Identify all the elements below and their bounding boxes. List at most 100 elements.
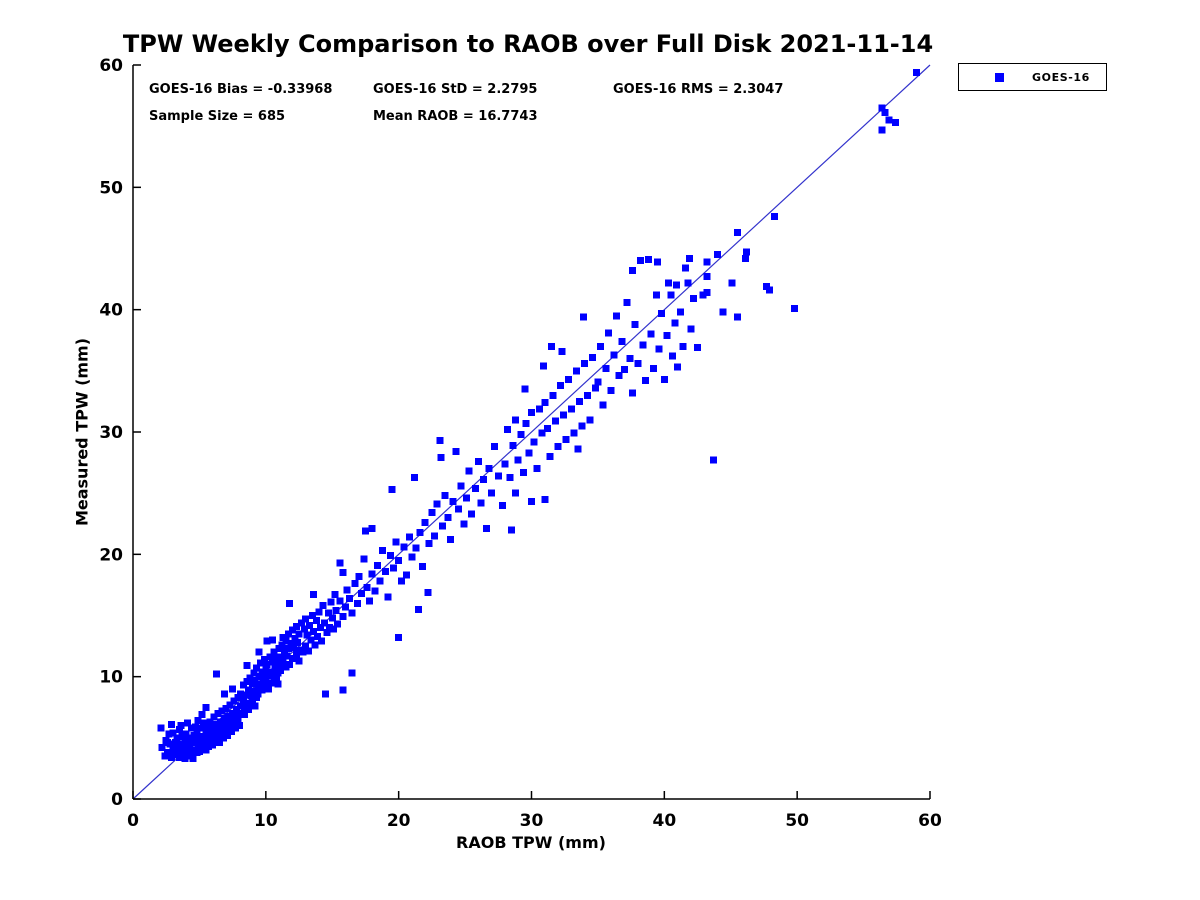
scatter-point (392, 538, 400, 546)
scatter-point (647, 330, 655, 338)
scatter-point (257, 659, 265, 667)
scatter-point (205, 742, 213, 750)
scatter-point (474, 457, 482, 465)
scatter-point (658, 309, 666, 317)
scatter-point (323, 629, 331, 637)
scatter-point (533, 465, 541, 473)
scatter-point (605, 329, 613, 337)
scatter-point (253, 664, 261, 672)
scatter-point (306, 621, 314, 629)
scatter-point (599, 401, 607, 409)
scatter-point (687, 325, 695, 333)
scatter-point (276, 653, 284, 661)
scatter-point (618, 337, 626, 345)
scatter-point (322, 690, 330, 698)
scatter-point (274, 680, 282, 688)
scatter-point (512, 416, 520, 424)
scatter-point (270, 648, 278, 656)
scatter-point (278, 641, 286, 649)
scatter-point (181, 736, 189, 744)
scatter-point (191, 723, 199, 731)
stat-std: GOES-16 StD = 2.2795 (373, 82, 538, 97)
scatter-point (733, 229, 741, 237)
scatter-point (295, 630, 303, 638)
scatter-point (218, 707, 226, 715)
scatter-point (213, 670, 221, 678)
scatter-point (328, 614, 336, 622)
scatter-point (733, 313, 741, 321)
scatter-point (501, 460, 509, 468)
scatter-point (384, 593, 392, 601)
scatter-point (525, 449, 533, 457)
scatter-point (275, 645, 283, 653)
scatter-point (521, 385, 529, 393)
scatter-point (215, 739, 223, 747)
scatter-point (336, 597, 344, 605)
scatter-point (365, 597, 373, 605)
scatter-point (284, 645, 292, 653)
scatter-point (334, 620, 342, 628)
scatter-point (355, 572, 363, 580)
scatter-point (530, 438, 538, 446)
scatter-point (424, 588, 432, 596)
scatter-point (222, 726, 230, 734)
scatter-point (263, 660, 271, 668)
scatter-point (465, 467, 473, 475)
scatter-point (168, 720, 176, 728)
scatter-point (205, 734, 213, 742)
scatter-point (581, 359, 589, 367)
scatter-point (332, 607, 340, 615)
scatter-point (282, 663, 290, 671)
scatter-point (177, 722, 185, 730)
scatter-point (286, 599, 294, 607)
scatter-point (210, 713, 218, 721)
scatter-point (241, 704, 249, 712)
scatter-point (319, 602, 327, 610)
scatter-point (694, 344, 702, 352)
scatter-point (535, 405, 543, 413)
scatter-point (312, 616, 320, 624)
scatter-point (290, 643, 298, 651)
scatter-point (198, 745, 206, 753)
scatter-point (302, 615, 310, 623)
scatter-point (664, 279, 672, 287)
scatter-point (198, 711, 206, 719)
scatter-point (441, 492, 449, 500)
scatter-point (546, 452, 554, 460)
scatter-point (299, 648, 307, 656)
scatter-point (477, 499, 485, 507)
scatter-point (342, 603, 350, 611)
x-axis-label: RAOB TPW (mm) (456, 833, 606, 852)
stat-bias: GOES-16 Bias = -0.33968 (149, 82, 333, 97)
scatter-point (397, 577, 405, 585)
stat-mean-raob: Mean RAOB = 16.7743 (373, 109, 538, 124)
scatter-point (268, 658, 276, 666)
scatter-point (421, 519, 429, 527)
scatter-point (343, 586, 351, 594)
scatter-point (690, 295, 698, 303)
scatter-point (615, 372, 623, 380)
scatter-point (300, 625, 308, 633)
scatter-point (169, 729, 177, 737)
scatter-point (400, 543, 408, 551)
scatter-point (227, 728, 235, 736)
scatter-point (339, 613, 347, 621)
scatter-point (157, 724, 165, 732)
scatter-point (468, 510, 476, 518)
scatter-point (311, 641, 319, 649)
scatter-point (444, 514, 452, 522)
x-tick-label: 30 (520, 811, 544, 831)
scatter-point (628, 389, 636, 397)
scatter-point (379, 547, 387, 555)
scatter-point (250, 669, 258, 677)
y-tick-label: 60 (99, 56, 123, 76)
stat-rms: GOES-16 RMS = 2.3047 (613, 82, 784, 97)
scatter-point (558, 347, 566, 355)
scatter-point (229, 685, 237, 693)
scatter-point (272, 675, 280, 683)
scatter-point (494, 472, 502, 480)
scatter-point (351, 580, 359, 588)
scatter-point (771, 213, 779, 221)
scatter-point (230, 697, 238, 705)
scatter-point (583, 391, 591, 399)
